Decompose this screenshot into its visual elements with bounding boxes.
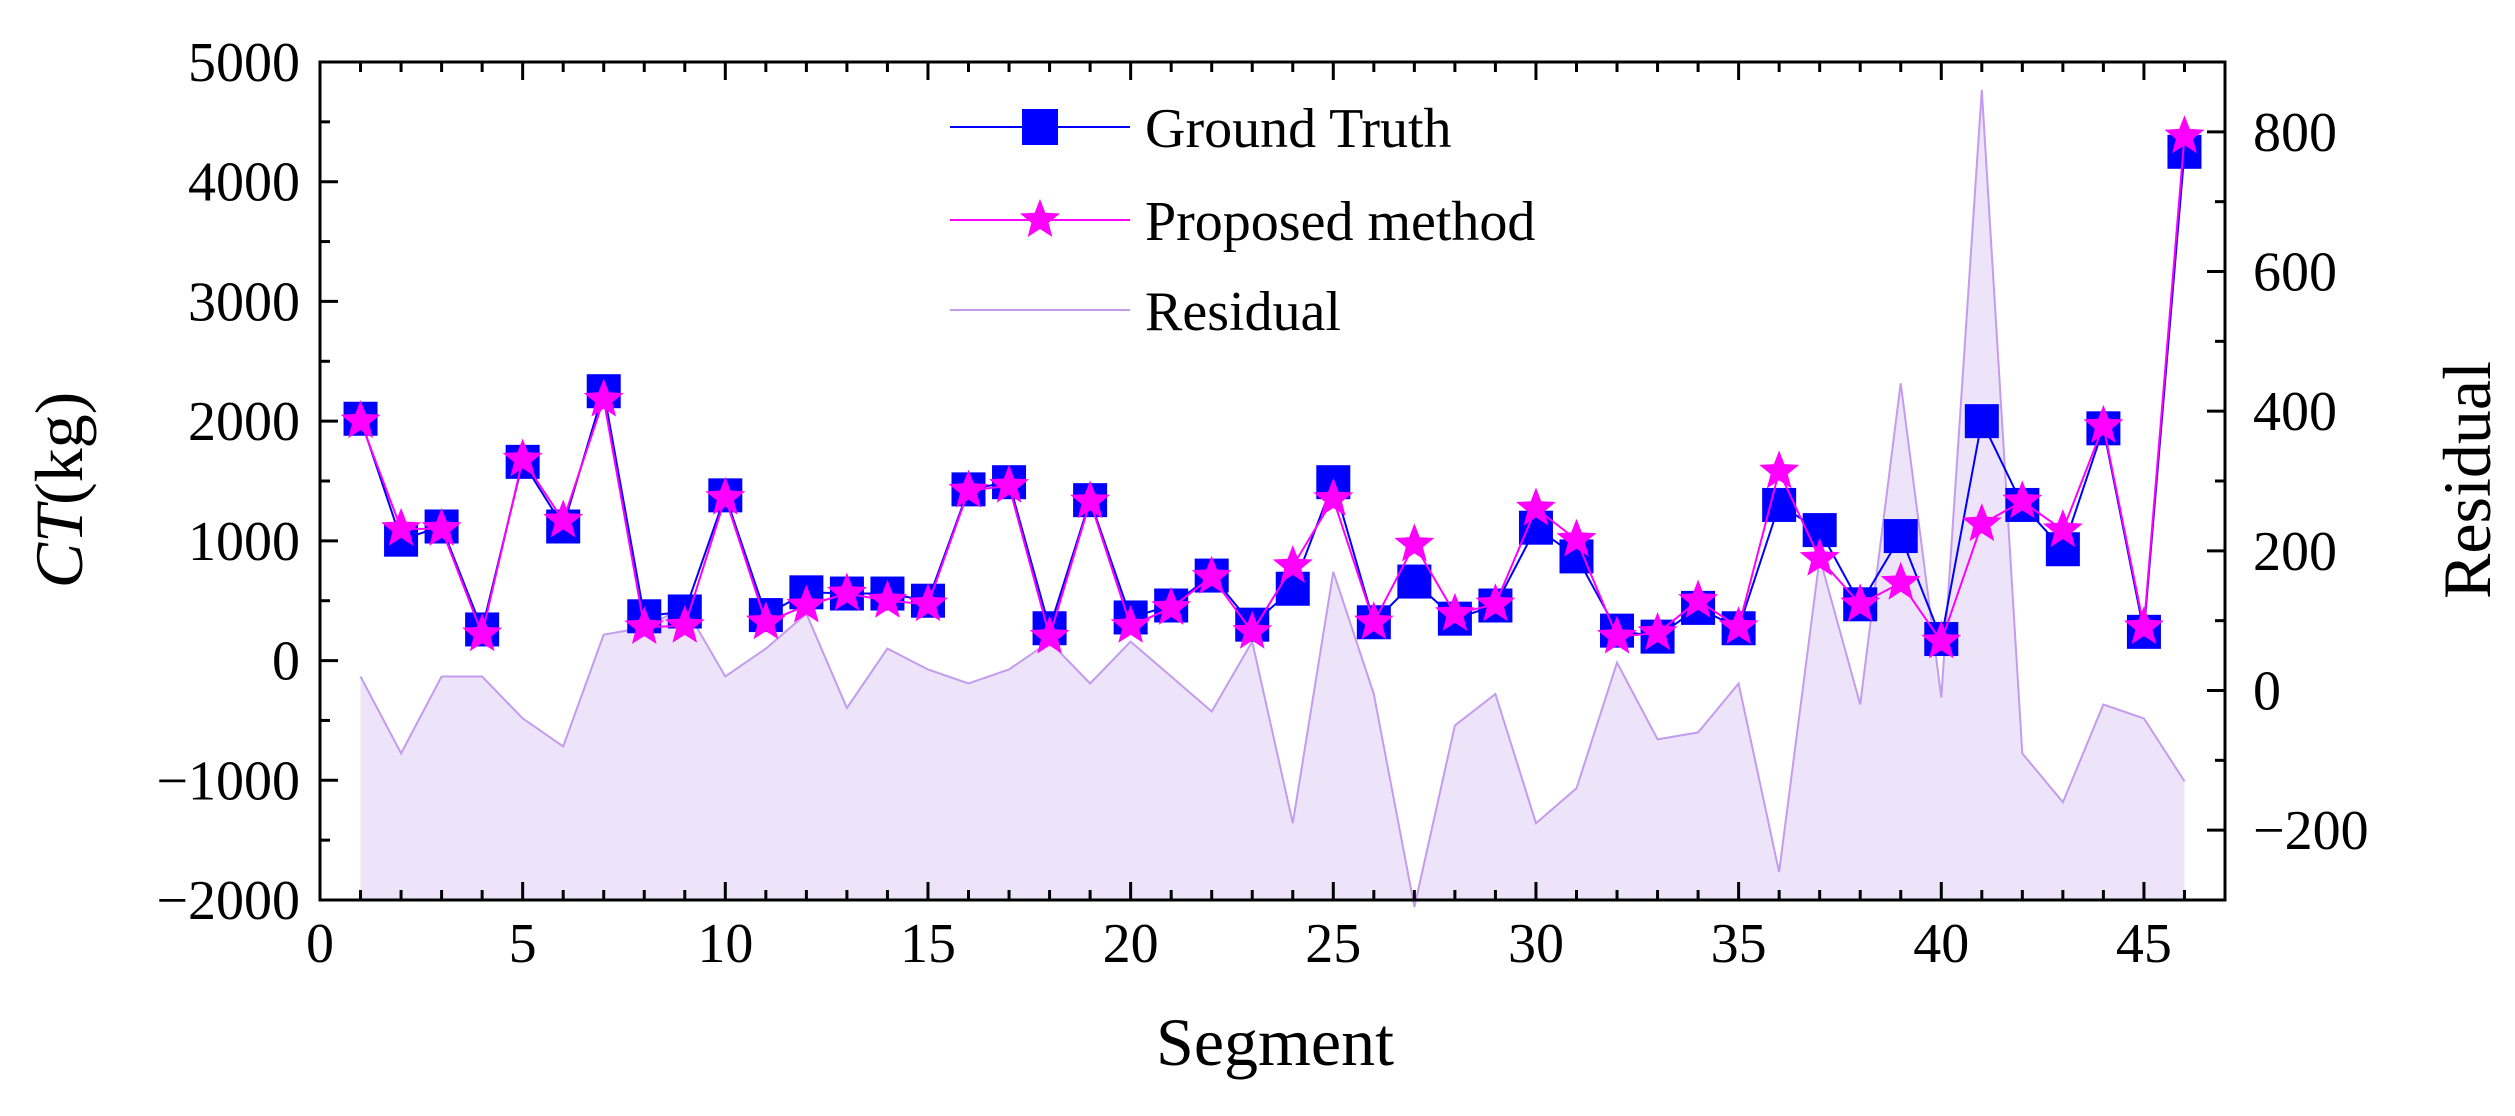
proposed-method-marker xyxy=(1961,503,2002,542)
x-tick-label: 10 xyxy=(697,913,753,975)
proposed-method-marker xyxy=(745,601,786,640)
proposed-method-line xyxy=(359,136,2186,644)
y2-tick-label: 400 xyxy=(2253,381,2337,443)
proposed-method-marker xyxy=(421,507,462,546)
proposed-method-marker xyxy=(1556,518,1597,557)
y2-tick-label: 200 xyxy=(2253,521,2337,583)
proposed-method-marker xyxy=(1718,606,1759,644)
y-tick-label: 0 xyxy=(272,631,300,693)
proposed-method-marker xyxy=(908,583,948,622)
x-tick-label: 0 xyxy=(306,913,334,975)
data-series xyxy=(340,115,2205,659)
y2-tick-label: 600 xyxy=(2253,242,2337,304)
proposed-method-marker xyxy=(1029,615,1070,654)
legend-proposed-label: Proposed method xyxy=(1145,191,1535,253)
proposed-method-marker xyxy=(1191,555,1232,594)
x-tick-label: 45 xyxy=(2116,913,2172,975)
proposed-method-marker xyxy=(786,584,827,623)
legend-item-ground-truth: Ground Truth xyxy=(950,98,1452,160)
proposed-method-marker xyxy=(1070,480,1111,519)
y-tick-label: 3000 xyxy=(188,271,300,333)
ground-truth-marker xyxy=(1397,564,1432,599)
y-axis-title: CT(kg) xyxy=(21,392,97,588)
x-tick-label: 30 xyxy=(1508,913,1564,975)
y-axis-title-unit: (kg) xyxy=(21,392,97,505)
proposed-method-marker xyxy=(1921,620,1962,659)
y-tick-label: 5000 xyxy=(188,32,300,94)
proposed-method-marker xyxy=(502,438,543,477)
proposed-method-marker xyxy=(867,579,908,618)
x-tick-label: 15 xyxy=(900,913,956,975)
proposed-method-marker xyxy=(2083,404,2124,443)
proposed-method-marker xyxy=(1110,604,1151,643)
axes xyxy=(318,60,2227,902)
proposed-method-marker xyxy=(1759,450,1800,489)
proposed-method-marker xyxy=(1434,592,1475,631)
proposed-method-marker xyxy=(1637,612,1678,650)
proposed-method-marker xyxy=(1799,537,1840,576)
proposed-method-marker xyxy=(1475,583,1516,622)
y2-tick-label: 800 xyxy=(2253,102,2337,164)
tick-labels: 0 5 10 15 20 25 30 35 40 45−2000−1000010002000300… xyxy=(156,32,2368,975)
y-tick-label: 1000 xyxy=(188,511,300,573)
proposed-method-marker xyxy=(1272,545,1313,583)
proposed-method-marker xyxy=(948,469,989,508)
legend-proposed-marker xyxy=(1020,199,1060,237)
legend-item-proposed-method: Proposed method xyxy=(950,191,1535,253)
ground-truth-line xyxy=(359,151,2186,643)
residual-line xyxy=(359,89,2186,908)
legend-residual-label: Residual xyxy=(1145,281,1341,343)
proposed-method-marker xyxy=(826,572,867,611)
ground-truth-marker xyxy=(1964,404,1999,439)
proposed-method-marker xyxy=(2002,480,2043,519)
proposed-method-marker xyxy=(462,613,503,652)
y-tick-label: −1000 xyxy=(156,750,300,812)
proposed-method-marker xyxy=(1353,601,1394,640)
x-tick-label: 40 xyxy=(1913,913,1969,975)
proposed-method-marker xyxy=(705,476,746,515)
x-tick-label: 5 xyxy=(509,913,537,975)
y-tick-label: 2000 xyxy=(188,391,300,453)
y-tick-label: −2000 xyxy=(156,870,300,932)
proposed-method-marker xyxy=(664,604,705,643)
y2-tick-label: −200 xyxy=(2253,800,2369,862)
legend-item-residual: Residual xyxy=(950,281,1341,343)
proposed-method-marker xyxy=(1880,561,1921,600)
proposed-method-marker xyxy=(543,499,584,538)
proposed-method-marker xyxy=(1232,610,1273,649)
x-tick-label: 20 xyxy=(1103,913,1159,975)
proposed-method-marker xyxy=(1313,478,1354,516)
proposed-method-marker xyxy=(1597,615,1637,654)
y2-axis-title: Residual xyxy=(2429,361,2505,599)
residual-series xyxy=(359,89,2186,908)
proposed-method-marker xyxy=(381,507,421,546)
proposed-method-marker xyxy=(1840,583,1881,622)
proposed-method-marker xyxy=(624,606,665,644)
x-tick-label: 35 xyxy=(1711,913,1767,975)
y2-tick-label: 0 xyxy=(2253,661,2281,723)
proposed-method-marker xyxy=(1678,579,1719,618)
legend: Ground Truth Proposed method Residual xyxy=(950,98,1535,343)
legend-ground-truth-label: Ground Truth xyxy=(1145,98,1452,160)
proposed-method-marker xyxy=(2164,115,2205,154)
proposed-method-marker xyxy=(2124,606,2164,644)
x-tick-label: 25 xyxy=(1305,913,1361,975)
y-tick-label: 4000 xyxy=(188,152,300,214)
y-axis-title-italic: CT xyxy=(21,501,97,588)
proposed-method-marker xyxy=(1394,523,1435,562)
proposed-method-marker xyxy=(340,400,381,439)
residual-area xyxy=(360,89,2185,907)
ground-truth-marker xyxy=(1883,519,1918,554)
proposed-method-marker xyxy=(1516,487,1556,526)
x-axis-title: Segment xyxy=(1156,1004,1394,1080)
proposed-method-marker xyxy=(2042,509,2083,548)
proposed-method-marker xyxy=(1151,586,1192,625)
ground-truth-marker xyxy=(1275,571,1310,606)
proposed-method-marker xyxy=(989,464,1029,503)
legend-ground-truth-marker xyxy=(1022,109,1058,145)
proposed-method-marker xyxy=(583,378,624,417)
